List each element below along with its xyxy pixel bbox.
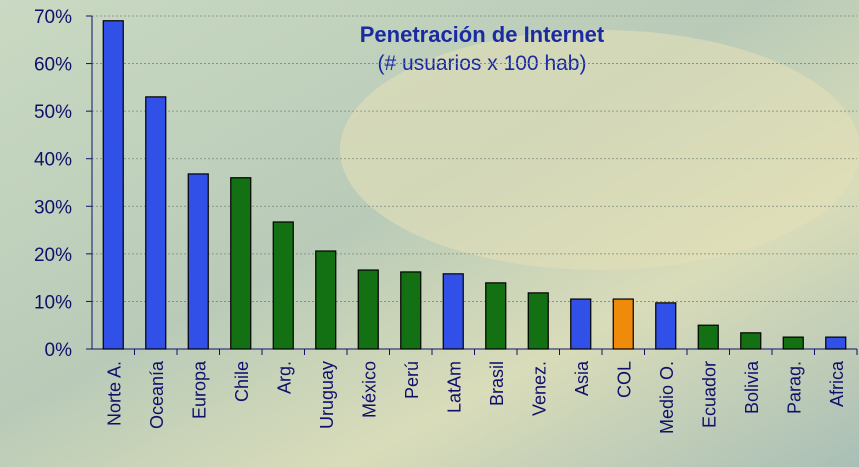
x-tick-label: México <box>359 361 379 418</box>
bar <box>442 273 464 350</box>
bar <box>782 336 804 350</box>
y-tick-label: 60% <box>34 55 72 76</box>
bar <box>400 271 422 350</box>
x-tick-label: Bolivia <box>742 360 762 414</box>
x-tick-label: Parag. <box>784 361 804 414</box>
bar <box>697 324 719 350</box>
background-shape <box>340 30 859 270</box>
bar <box>527 292 549 350</box>
bar <box>612 298 634 350</box>
bar <box>187 173 209 350</box>
x-tick-label: Brasil <box>487 361 507 406</box>
x-tick-label: COL <box>614 361 634 398</box>
x-tick-label: Oceanía <box>147 360 167 429</box>
bar <box>825 336 847 350</box>
x-tick-label: Ecuador <box>699 361 719 428</box>
y-tick-label: 30% <box>34 197 72 218</box>
bar <box>315 250 337 350</box>
x-tick-label: Perú <box>402 361 422 399</box>
x-tick-label: Uruguay <box>317 361 337 429</box>
y-tick-label: 50% <box>34 102 72 123</box>
bar <box>485 282 507 350</box>
y-tick-label: 20% <box>34 245 72 266</box>
y-tick-label: 0% <box>45 340 73 361</box>
x-tick-label: LatAm <box>444 361 464 413</box>
bar <box>357 269 379 350</box>
bar <box>272 221 294 350</box>
x-tick-label: Africa <box>827 360 847 407</box>
bar <box>230 177 252 350</box>
chart-title: Penetración de Internet <box>360 22 605 47</box>
x-tick-label: Chile <box>232 361 252 402</box>
bar <box>570 298 592 350</box>
bar <box>102 20 124 350</box>
bar <box>740 332 762 350</box>
y-tick-label: 70% <box>34 7 72 28</box>
x-tick-label: Norte A. <box>104 361 124 426</box>
x-tick-label: Arg. <box>274 361 294 394</box>
x-tick-label: Europa <box>189 360 209 419</box>
x-tick-label: Medio O. <box>657 361 677 434</box>
x-tick-label: Asia <box>572 360 592 396</box>
bar <box>655 302 677 350</box>
x-tick-label: Venez. <box>529 361 549 416</box>
y-tick-label: 40% <box>34 150 72 171</box>
bar <box>145 96 167 350</box>
y-tick-label: 10% <box>34 292 72 313</box>
